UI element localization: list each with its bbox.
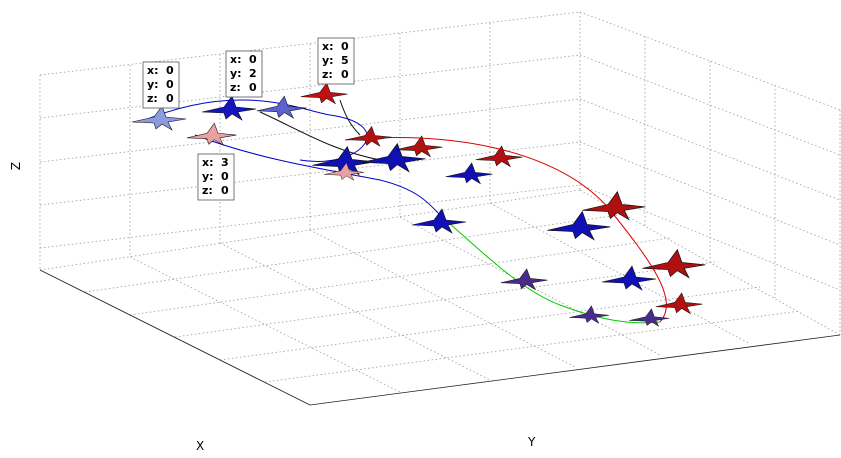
aircraft	[569, 305, 610, 324]
datatip: x: 0 y: 0 z: 0	[142, 61, 180, 109]
aircraft	[411, 208, 467, 234]
aircraft	[601, 265, 657, 291]
datatip-value: 0	[249, 53, 257, 66]
aircraft	[546, 211, 611, 241]
datatip-value: 0	[341, 68, 349, 81]
trajectory	[439, 214, 661, 324]
trajectory	[344, 137, 667, 323]
datatip-value: 0	[249, 81, 257, 94]
datatip: x: 0 y: 5 z: 0	[317, 37, 355, 85]
datatip-box	[142, 61, 180, 109]
datatip-value: 0	[166, 78, 174, 91]
datatip-value: 0	[166, 64, 174, 77]
axes	[39, 269, 841, 406]
datatip-label: x:	[322, 40, 334, 53]
datatip-label: y:	[322, 54, 334, 67]
aircraft	[655, 292, 703, 314]
trajectory	[194, 134, 441, 216]
datatip-label: z:	[202, 184, 213, 197]
aircraft	[445, 162, 493, 184]
aircraft	[256, 95, 307, 119]
datatip-label: y:	[230, 67, 242, 80]
datatip-value: 0	[221, 184, 229, 197]
datatip-label: z:	[322, 68, 333, 81]
datatip-value: 0	[166, 92, 174, 105]
trajectory	[259, 111, 381, 161]
datatip-value: 2	[249, 67, 257, 80]
datatip-value: 5	[341, 54, 349, 67]
z-axis-label: Z	[9, 162, 23, 170]
datatip-value: 0	[221, 170, 229, 183]
aircraft	[581, 191, 646, 221]
datatip: x: 0 y: 2 z: 0	[225, 50, 263, 98]
datatip-label: x:	[230, 53, 242, 66]
aircraft	[346, 126, 392, 147]
datatip-value: 3	[221, 156, 229, 169]
datatips: x: 0 y: 0 z: 0 x: 0 y: 2 z: 0 x: 0 y: 5 z: 0 x: 3 y: 0 z: 0	[142, 37, 355, 201]
datatip-value: 0	[341, 40, 349, 53]
y-axis-label: Y	[527, 435, 536, 449]
datatip-label: z:	[230, 81, 241, 94]
datatip-label: z:	[147, 92, 158, 105]
datatip-label: x:	[202, 156, 214, 169]
datatip: x: 3 y: 0 z: 0	[197, 153, 235, 201]
datatip-label: y:	[147, 78, 159, 91]
aircraft	[131, 105, 187, 131]
aircraft	[641, 249, 706, 279]
datatip-label: x:	[147, 64, 159, 77]
datatip-box	[225, 50, 263, 98]
x-axis-label: X	[196, 439, 204, 453]
trajectory	[339, 99, 361, 136]
grid	[39, 11, 841, 406]
datatip-box	[197, 153, 235, 201]
datatip-label: y:	[202, 170, 214, 183]
aircraft	[186, 122, 237, 146]
aircraft	[629, 308, 670, 327]
aircraft	[131, 82, 706, 327]
datatip-box	[317, 37, 355, 85]
